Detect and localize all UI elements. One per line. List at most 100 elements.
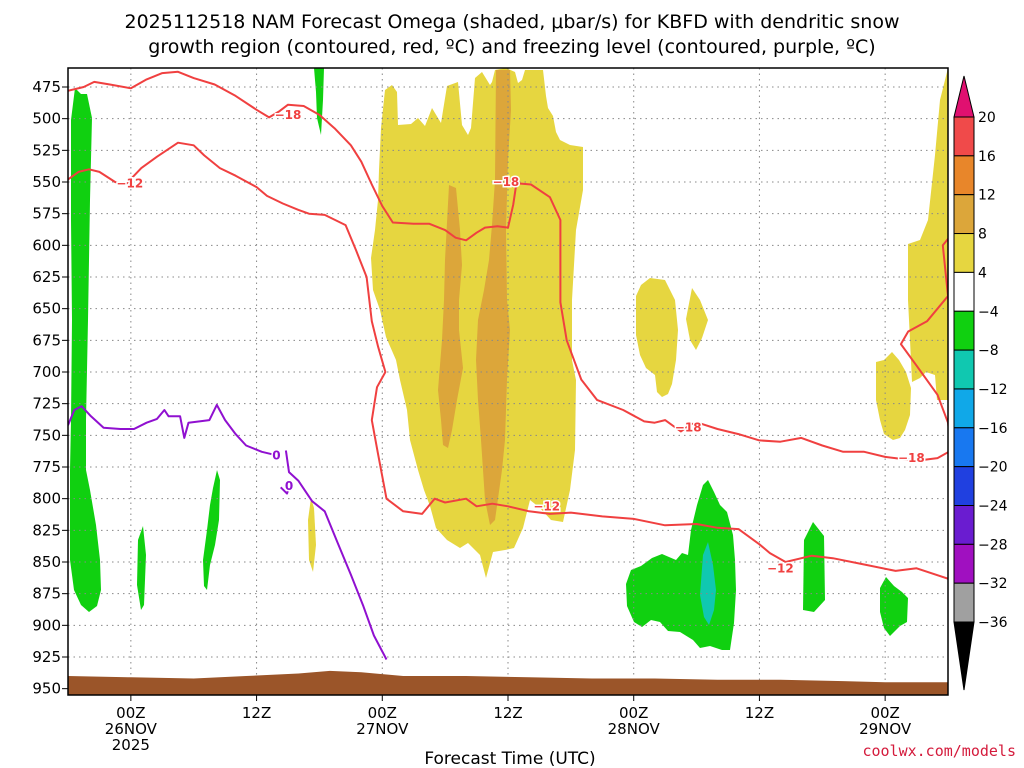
- omega-rising-region-small-3: [876, 352, 911, 440]
- contour-label: −12: [533, 499, 560, 513]
- temperature-contour-line: [68, 141, 948, 580]
- y-tick-label: 700: [32, 363, 61, 381]
- y-tick-label: 850: [32, 553, 61, 571]
- y-tick-label: 775: [32, 458, 61, 476]
- omega-sinking-region-strong: [700, 542, 716, 625]
- contour-label: −18: [493, 175, 520, 189]
- omega-rising-region-right: [908, 68, 948, 400]
- colorbar-label: −12: [978, 382, 1008, 398]
- contour-label: −18: [275, 108, 302, 122]
- omega-sinking-region-left: [70, 88, 101, 612]
- colorbar-segment: [953, 155, 975, 196]
- omega-rising-region-strong-a: [438, 185, 463, 448]
- contour-label: 0: [285, 479, 293, 493]
- y-tick-label: 925: [32, 648, 61, 666]
- temperature-contour-line: [899, 237, 948, 431]
- colorbar-label: −32: [978, 576, 1008, 592]
- omega-sinking-region-thin-a: [137, 526, 146, 610]
- contour-label: −18: [898, 451, 925, 465]
- freezing-level-contour-line: [284, 450, 388, 660]
- x-tick-label: 29NOV: [859, 720, 912, 738]
- colorbar-segment: [953, 505, 975, 545]
- y-tick-label: 825: [32, 521, 61, 539]
- colorbar-label: −28: [978, 537, 1008, 553]
- colorbar-segment: [953, 543, 975, 584]
- x-axis-label: Forecast Time (UTC): [424, 749, 595, 768]
- x-tick-label: 00Z: [870, 704, 899, 722]
- y-tick-label: 800: [32, 490, 61, 508]
- colorbar-label: 12: [978, 188, 996, 204]
- colorbar-label: −4: [978, 304, 999, 320]
- omega-rising-region-tiny: [308, 498, 316, 572]
- colorbar-label: −24: [978, 499, 1008, 515]
- freezing-level-contour-line: [68, 403, 273, 456]
- colorbar-label: 16: [978, 149, 996, 165]
- colorbar-segment: [953, 349, 975, 390]
- ground-surface: [68, 670, 948, 695]
- contour-lines: [68, 70, 948, 660]
- colorbar-bottom-arrow: [953, 621, 975, 691]
- y-tick-label: 575: [32, 205, 61, 223]
- colorbar-label: −16: [978, 421, 1008, 437]
- temperature-contour-line: [68, 70, 948, 462]
- colorbar-label: 4: [978, 265, 987, 281]
- omega-rising-region-small-1: [636, 278, 678, 397]
- contour-label: −12: [116, 176, 143, 190]
- omega-sinking-region-right-b: [880, 577, 908, 636]
- x-tick-label: 26NOV: [105, 720, 158, 738]
- omega-sinking-region-right-a: [803, 522, 825, 612]
- colorbar-segment: [953, 582, 975, 623]
- y-tick-label: 550: [32, 173, 61, 191]
- x-tick-label: 00Z: [116, 704, 145, 722]
- y-tick-label: 600: [32, 236, 61, 254]
- contour-label: 0: [272, 449, 280, 463]
- y-tick-label: 750: [32, 426, 61, 444]
- chart-title-line-2: growth region (contoured, red, ºC) and f…: [148, 36, 875, 58]
- omega-rising-region-main: [371, 68, 583, 578]
- omega-shading: [70, 68, 948, 650]
- colorbar-segment: [953, 427, 975, 468]
- x-tick-label: 28NOV: [608, 720, 661, 738]
- colorbar-top-arrow: [953, 75, 975, 118]
- x-tick-label: 2025: [112, 736, 150, 754]
- colorbar: 20 16 12 8 4 −4 −8 −12 −16 −20 −24 −28 −32 −36: [953, 75, 1008, 691]
- freezing-level-contour-line: [279, 484, 292, 495]
- plot-area: −18 −12 −18 −18 −18 −12 −12 0 0: [67, 67, 949, 696]
- omega-rising-region-small-2: [686, 288, 708, 350]
- x-tick-label: 12Z: [242, 704, 271, 722]
- colorbar-label: 20: [978, 110, 996, 126]
- y-tick-label: 500: [32, 110, 61, 128]
- y-tick-label: 475: [32, 78, 61, 96]
- y-tick-label: 900: [32, 616, 61, 634]
- colorbar-label: 8: [978, 227, 987, 243]
- y-axis: 475 500 525 550 575 600 625 650 675 700 725 750 775 8…: [32, 78, 68, 698]
- colorbar-label: −20: [978, 460, 1008, 476]
- contour-labels: −18 −12 −18 −18 −18 −12 −12 0 0: [115, 106, 926, 576]
- colorbar-segment: [953, 388, 975, 429]
- colorbar-segment: [953, 271, 975, 312]
- y-tick-label: 625: [32, 268, 61, 286]
- colorbar-segment: [953, 466, 975, 506]
- colorbar-segment: [953, 194, 975, 235]
- chart-title-line-1: 2025112518 NAM Forecast Omega (shaded, μ…: [124, 11, 899, 33]
- y-tick-label: 725: [32, 395, 61, 413]
- colorbar-segment: [953, 310, 975, 351]
- contour-label: −12: [767, 561, 794, 575]
- x-tick-label: 00Z: [368, 704, 397, 722]
- credit-text: coolwx.com/models: [862, 742, 1016, 760]
- colorbar-label: −8: [978, 343, 999, 359]
- x-tick-label: 27NOV: [356, 720, 409, 738]
- contour-label: −18: [675, 421, 702, 435]
- omega-rising-region-strong-b: [476, 70, 511, 525]
- colorbar-segment: [953, 233, 975, 273]
- y-tick-label: 875: [32, 585, 61, 603]
- grid-lines: [68, 68, 948, 695]
- colorbar-label: −36: [978, 615, 1008, 631]
- y-tick-label: 650: [32, 300, 61, 318]
- x-tick-label: 12Z: [745, 704, 774, 722]
- y-tick-label: 675: [32, 331, 61, 349]
- y-tick-label: 525: [32, 141, 61, 159]
- x-tick-label: 12Z: [493, 704, 522, 722]
